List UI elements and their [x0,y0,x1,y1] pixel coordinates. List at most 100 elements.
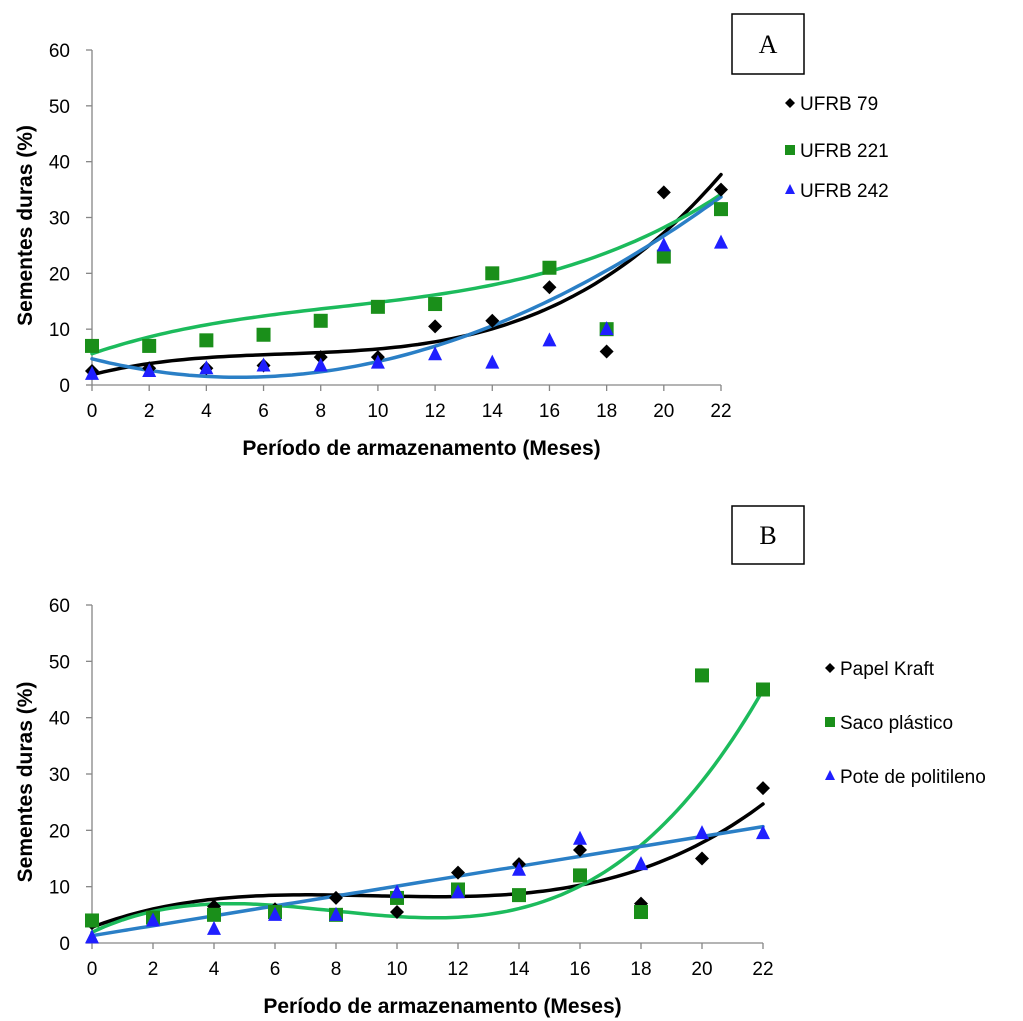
legend-label: UFRB 242 [800,181,889,202]
x-axis-label: Período de armazenamento (Meses) [263,995,621,1018]
legend-label: Pote de politileno [840,767,986,788]
x-tick-label: 6 [258,401,269,422]
data-point [634,856,648,871]
y-tick-label: 20 [49,264,70,285]
x-tick-label: 16 [539,401,560,422]
chart-panel-b: B 0 10 20 30 40 50 60 0 2 4 6 8 10 12 14 16 18 20 22 Período… [14,505,986,1018]
y-tick-label: 20 [49,821,70,842]
x-tick-label: 6 [270,959,281,980]
legend-marker [785,145,795,155]
data-point [714,202,728,217]
panel-label-box [731,13,805,75]
y-tick-label: 50 [49,652,70,673]
data-point [512,861,526,876]
x-tick-label: 10 [386,959,407,980]
panel-label: A [759,30,778,59]
data-point [542,260,557,275]
x-tick-label: 22 [710,401,731,422]
data-point [256,357,271,372]
data-point [256,327,271,342]
data-point [656,185,671,200]
y-tick-label: 30 [49,209,70,230]
data-point [313,313,328,328]
data-point [451,865,465,880]
data-point [329,906,343,921]
data-point [142,363,157,378]
data-point [695,851,709,866]
trend-line [90,195,723,380]
data-point [485,266,500,281]
data-point [756,682,770,697]
x-tick-label: 22 [752,959,773,980]
y-tick-label: 10 [49,878,70,899]
data-point [390,884,404,899]
data-point [573,830,587,845]
y-tick-label: 40 [49,153,70,174]
x-tick-label: 0 [87,401,98,422]
x-tick-label: 2 [144,401,155,422]
data-point [85,929,99,944]
data-point [573,843,587,858]
data-point [85,338,99,353]
x-tick-label: 8 [331,959,342,980]
data-point [142,338,157,353]
y-axis-label: Sementes duras (%) [14,682,37,883]
chart-panel-a: A 0 10 20 30 40 50 60 0 2 4 6 8 10 12 14 16 18 20 22 Período… [14,13,889,460]
legend-marker [825,770,835,780]
data-point [313,357,328,372]
legend-marker [825,663,835,673]
data-point [370,299,385,314]
data-point [313,350,328,365]
x-tick-label: 18 [630,959,651,980]
legend-marker [825,717,835,727]
x-tick-label: 20 [691,959,712,980]
data-point [756,825,770,840]
data-point [656,249,671,264]
x-tick-label: 8 [315,401,326,422]
legend-label: UFRB 79 [800,94,878,115]
y-tick-label: 0 [59,376,70,397]
legend-marker [785,184,795,194]
data-point [599,344,614,359]
legend-label: Saco plástico [840,713,953,734]
x-axis-label: Período de armazenamento (Meses) [242,437,600,460]
data-point [599,321,614,336]
x-tick-label: 18 [596,401,617,422]
x-tick-label: 20 [653,401,674,422]
data-point [656,237,671,252]
y-tick-label: 30 [49,765,70,786]
x-tick-label: 12 [425,401,446,422]
y-tick-label: 60 [49,41,70,62]
data-point [199,333,214,348]
legend-label: UFRB 221 [800,141,889,162]
x-tick-label: 16 [569,959,590,980]
x-tick-label: 14 [482,401,504,422]
data-point [329,890,343,905]
data-point [390,905,404,920]
y-tick-label: 50 [49,97,70,118]
data-point [199,360,214,375]
legend-marker [785,98,795,108]
y-axis-label: Sementes duras (%) [14,125,37,326]
data-point [207,920,221,935]
data-point [695,668,709,683]
trend-line [90,824,765,938]
data-point [542,280,557,295]
trend-line [90,688,765,935]
y-tick-label: 60 [49,596,70,617]
trend-line [90,802,765,929]
y-tick-label: 10 [49,320,70,341]
data-point [207,907,221,922]
y-tick-label: 0 [59,934,70,955]
data-point [85,365,99,380]
trend-line [90,172,723,377]
y-tick-label: 40 [49,709,70,730]
data-point [695,825,709,840]
legend-label: Papel Kraft [840,659,935,680]
data-point [542,332,557,347]
data-point [714,182,728,197]
x-tick-label: 12 [447,959,468,980]
data-point [573,868,587,883]
data-point [428,297,443,312]
